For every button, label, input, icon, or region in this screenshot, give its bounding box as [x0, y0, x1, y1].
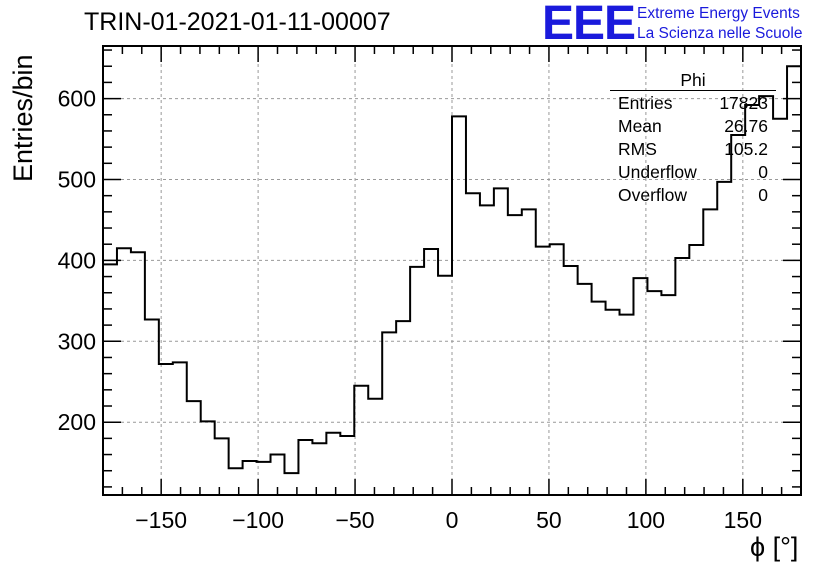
x-tick-label: 50	[536, 507, 562, 533]
stats-value: 26.76	[724, 116, 768, 136]
stats-value: 17823	[719, 93, 768, 113]
y-tick-label: 600	[58, 86, 96, 112]
x-tick-label: −50	[336, 507, 375, 533]
stats-row-entries: Entries 17823	[610, 92, 776, 115]
stats-value: 0	[758, 162, 768, 182]
stats-row-rms: RMS 105.2	[610, 138, 776, 161]
x-tick-label: −100	[232, 507, 284, 533]
x-tick-label: −150	[135, 507, 187, 533]
stats-value: 0	[758, 185, 768, 205]
x-axis-label: ϕ [°]	[750, 532, 799, 562]
logo-caption: Extreme Energy Events La Scienza nelle S…	[637, 4, 802, 44]
y-tick-label: 500	[58, 166, 96, 192]
stats-value: 105.2	[724, 139, 768, 159]
x-tick-label: 150	[724, 507, 762, 533]
stats-label: RMS	[618, 139, 657, 159]
stats-row-underflow: Underflow 0	[610, 161, 776, 184]
stats-label: Entries	[618, 93, 673, 113]
stats-title: Phi	[680, 70, 706, 90]
x-tick-label: 100	[627, 507, 665, 533]
stats-box: Phi Entries 17823 Mean 26.76 RMS 105.2 U…	[610, 70, 776, 207]
y-tick-label: 300	[58, 328, 96, 354]
stats-row-overflow: Overflow 0	[610, 184, 776, 207]
axis-ticks	[102, 46, 802, 495]
eee-logo: EEE	[542, 0, 636, 50]
stats-row-mean: Mean 26.76	[610, 115, 776, 138]
logo-caption-line2: La Scienza nelle Scuole	[637, 25, 803, 42]
x-tick-label: 0	[446, 507, 459, 533]
axis-tick-labels: −150 −100 −50 0 50 100 150 200 300 400 500 600	[58, 86, 762, 533]
y-tick-label: 200	[58, 409, 96, 435]
chart-title: TRIN-01-2021-01-11-00007	[84, 8, 391, 36]
logo-caption-line1: Extreme Energy Events	[637, 5, 800, 22]
stats-label: Mean	[618, 116, 662, 136]
y-tick-label: 400	[58, 247, 96, 273]
histogram-series-line	[103, 65, 801, 475]
stats-label: Underflow	[618, 162, 697, 182]
stats-divider	[610, 90, 776, 91]
y-axis-label: Entries/bin	[8, 54, 38, 182]
stats-label: Overflow	[618, 185, 688, 205]
